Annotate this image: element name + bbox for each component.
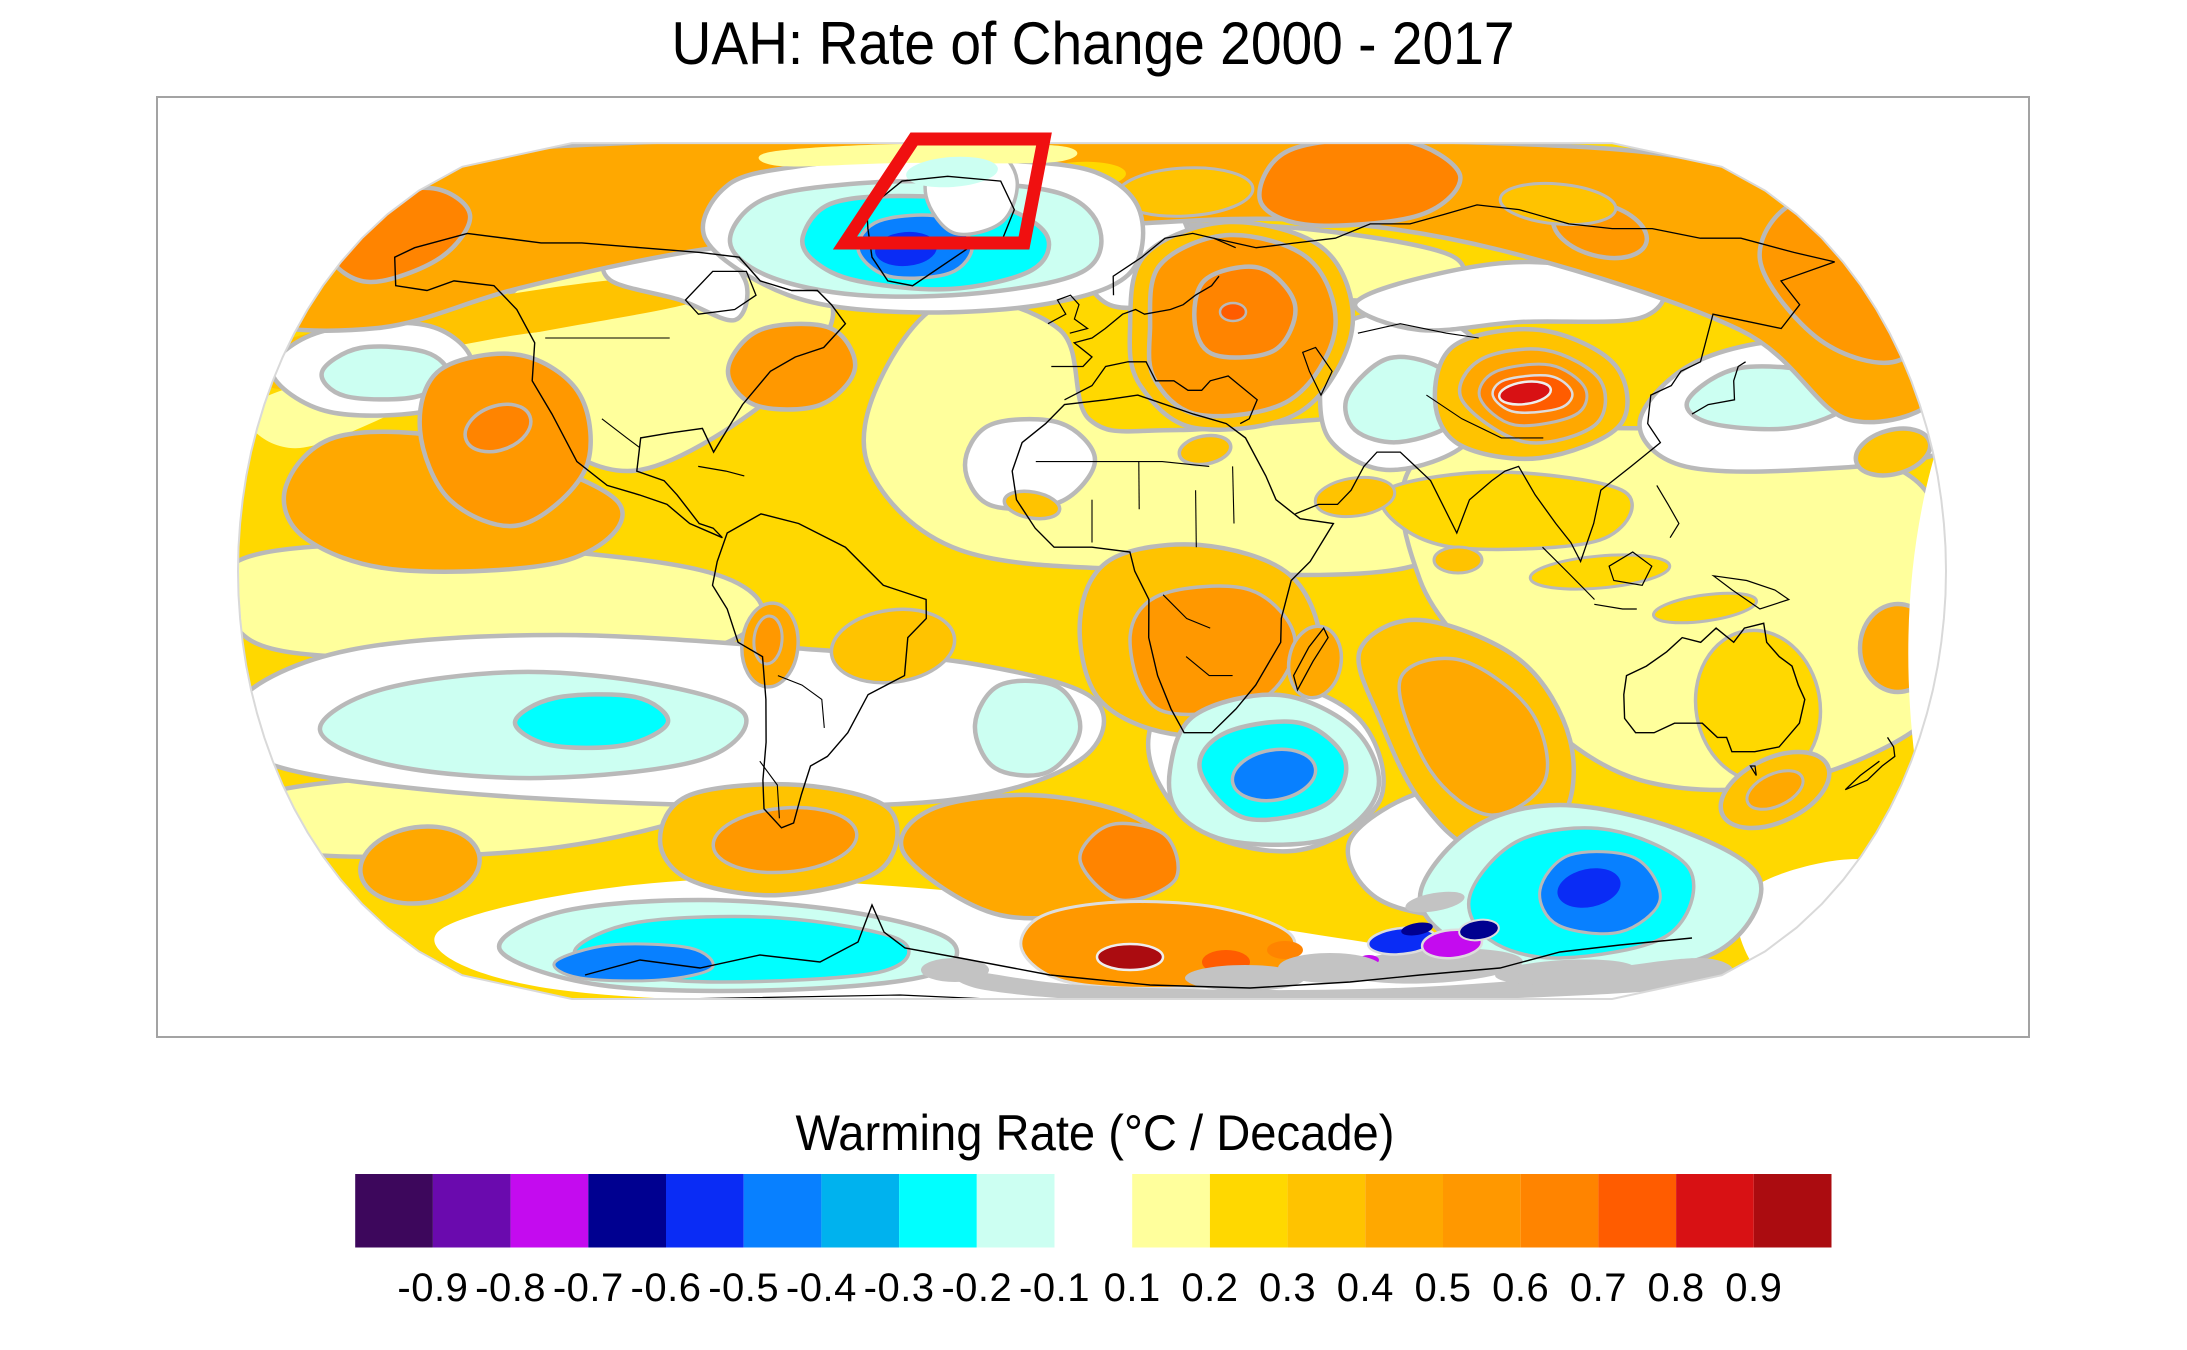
svg-text:-0.4: -0.4	[786, 1266, 857, 1310]
svg-text:0.3: 0.3	[1259, 1266, 1316, 1310]
svg-text:-0.7: -0.7	[553, 1266, 624, 1310]
svg-text:-0.8: -0.8	[475, 1266, 546, 1310]
svg-text:0.8: 0.8	[1648, 1266, 1705, 1310]
svg-text:0.6: 0.6	[1492, 1266, 1549, 1310]
svg-text:-0.1: -0.1	[1019, 1266, 1090, 1310]
svg-text:-0.3: -0.3	[864, 1266, 935, 1310]
svg-text:UAH: Rate of Change 2000 - 201: UAH: Rate of Change 2000 - 2017	[672, 10, 1515, 77]
svg-text:0.7: 0.7	[1570, 1266, 1627, 1310]
svg-text:0.2: 0.2	[1181, 1266, 1238, 1310]
svg-text:-0.9: -0.9	[397, 1266, 468, 1310]
svg-text:0.4: 0.4	[1337, 1266, 1394, 1310]
svg-text:0.9: 0.9	[1725, 1266, 1782, 1310]
svg-text:-0.6: -0.6	[631, 1266, 702, 1310]
svg-text:0.1: 0.1	[1104, 1266, 1161, 1310]
svg-text:-0.2: -0.2	[941, 1266, 1012, 1310]
svg-text:0.5: 0.5	[1414, 1266, 1471, 1310]
svg-text:Warming Rate (°C / Decade): Warming Rate (°C / Decade)	[796, 1105, 1395, 1161]
svg-text:-0.5: -0.5	[708, 1266, 779, 1310]
